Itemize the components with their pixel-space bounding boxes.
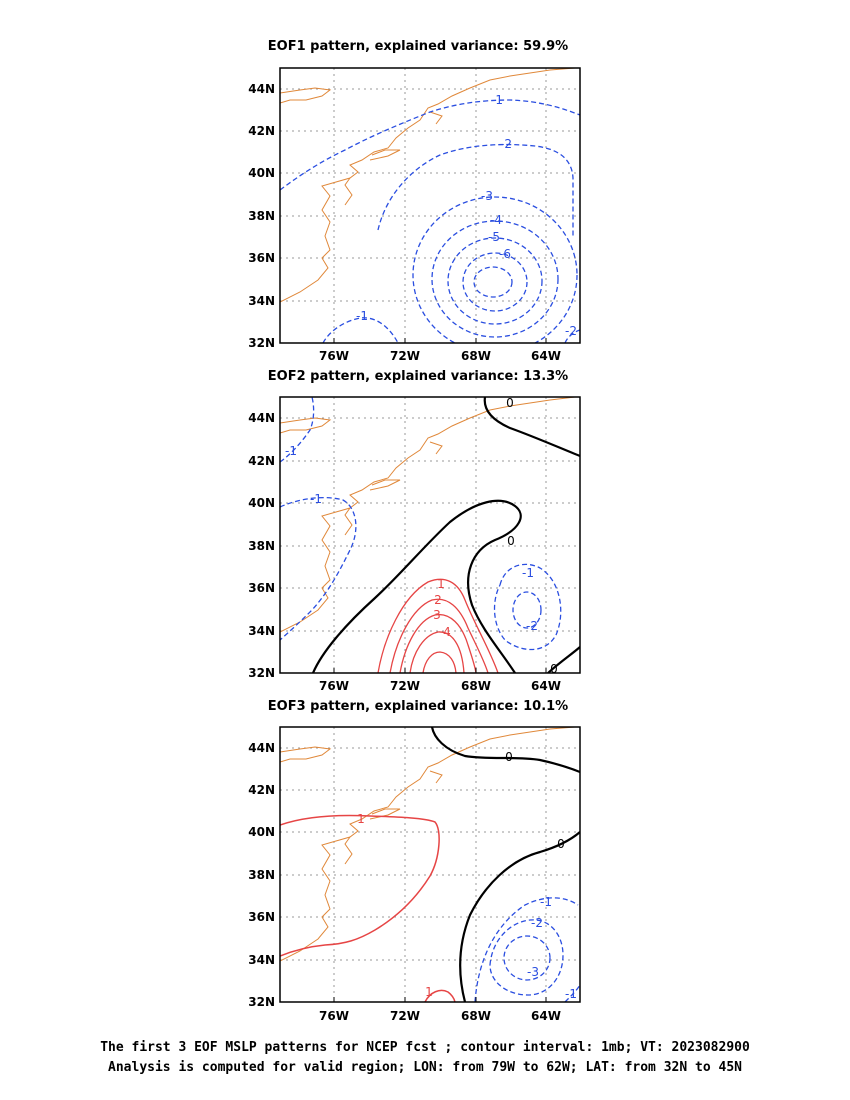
y-tick-label: 42N (248, 454, 275, 468)
contour-label: -3 (527, 965, 539, 979)
contour-label: -3 (481, 189, 493, 203)
y-tick-label: 32N (248, 336, 275, 350)
contour-label: -1 (491, 93, 503, 107)
x-tick-labels: 76W 72W 68W 64W (319, 1009, 561, 1023)
map-frame (279, 396, 581, 674)
x-tick-label: 72W (390, 349, 420, 363)
x-tick-label: 64W (531, 1009, 561, 1023)
coastline (280, 397, 576, 633)
contour-label: 1 (357, 812, 365, 826)
y-tick-labels: 44N 42N 40N 38N 36N 34N 32N (248, 411, 275, 680)
panel-title: EOF3 pattern, explained variance: 10.1% (268, 699, 568, 714)
contours-zero (311, 397, 580, 673)
y-tick-label: 44N (248, 411, 275, 425)
contours-negative (280, 99, 580, 343)
y-tick-label: 38N (248, 868, 275, 882)
y-tick-label: 34N (248, 624, 275, 638)
contour-label: 3 (433, 608, 441, 622)
y-tick-label: 42N (248, 783, 275, 797)
y-tick-label: 40N (248, 496, 275, 510)
grid-lines (280, 727, 580, 1002)
contour-labels: 0 0 1 1 -1 -2 -3 -1 (357, 750, 577, 1001)
x-tick-label: 68W (461, 349, 491, 363)
panel-eof2: EOF2 pattern, explained variance: 13.3% (248, 369, 581, 693)
y-tick-label: 36N (248, 251, 275, 265)
x-tick-label: 72W (390, 1009, 420, 1023)
contour-label: -1 (565, 987, 577, 1001)
x-ticks (333, 338, 547, 343)
contour-label: -4 (490, 213, 502, 227)
contour-label: 2 (434, 593, 442, 607)
eof-figure: EOF1 pattern, explained variance: 59.9% (248, 39, 581, 1023)
x-ticks (333, 668, 547, 673)
x-tick-label: 76W (319, 1009, 349, 1023)
contour-label: -2 (500, 137, 512, 151)
y-tick-label: 34N (248, 953, 275, 967)
x-tick-label: 76W (319, 679, 349, 693)
panel-eof3: EOF3 pattern, explained variance: 10.1% (248, 699, 581, 1023)
contour-label: -1 (310, 492, 322, 506)
y-tick-labels: 44N 42N 40N 38N 36N 34N 32N (248, 741, 275, 1009)
x-tick-labels: 76W 72W 68W 64W (319, 349, 561, 363)
contour-label: -2 (531, 916, 543, 930)
contour-label: -1 (356, 309, 368, 323)
contour-labels: 0 0 0 -1 -1 -1 -2 1 2 3 4 (285, 396, 558, 676)
panel-title: EOF1 pattern, explained variance: 59.9% (268, 39, 568, 54)
contour-label: -2 (526, 619, 538, 633)
contour-label: -6 (499, 247, 511, 261)
contour-label: 0 (557, 837, 565, 851)
contour-label: 0 (550, 662, 558, 676)
x-tick-label: 72W (390, 679, 420, 693)
x-ticks (333, 997, 547, 1002)
contour-label: 4 (443, 625, 451, 639)
contour-label: -5 (488, 230, 500, 244)
y-tick-label: 40N (248, 825, 275, 839)
contours-positive (377, 578, 499, 673)
y-tick-label: 44N (248, 82, 275, 96)
y-tick-labels: 44N 42N 40N 38N 36N 34N 32N (248, 82, 275, 350)
x-tick-labels: 76W 72W 68W 64W (319, 679, 561, 693)
y-tick-label: 32N (248, 666, 275, 680)
contour-label: -2 (565, 324, 577, 338)
map-frame (279, 726, 581, 1003)
y-tick-label: 38N (248, 209, 275, 223)
contour-label: 1 (437, 577, 445, 591)
coastline (280, 68, 576, 303)
y-tick-label: 36N (248, 581, 275, 595)
x-tick-label: 76W (319, 349, 349, 363)
contours-negative (280, 397, 562, 651)
contour-label: 0 (507, 534, 515, 548)
x-tick-label: 64W (531, 349, 561, 363)
caption-line-2: Analysis is computed for valid region; L… (108, 1060, 742, 1075)
x-tick-label: 68W (461, 1009, 491, 1023)
contours-negative (474, 897, 580, 1002)
contour-label: -1 (285, 444, 297, 458)
y-tick-label: 40N (248, 166, 275, 180)
y-tick-label: 32N (248, 995, 275, 1009)
y-tick-label: 42N (248, 124, 275, 138)
contour-label: 1 (425, 985, 433, 999)
contour-label: 0 (506, 396, 514, 410)
y-tick-label: 44N (248, 741, 275, 755)
grid-lines (280, 68, 580, 343)
panel-title: EOF2 pattern, explained variance: 13.3% (268, 369, 568, 384)
contours-positive (280, 814, 456, 1002)
map-frame (279, 67, 581, 344)
contour-labels: -1 -2 -3 -4 -5 -6 -1 -2 (356, 93, 577, 338)
y-tick-label: 34N (248, 294, 275, 308)
panel-eof1: EOF1 pattern, explained variance: 59.9% (248, 39, 581, 363)
x-tick-label: 64W (531, 679, 561, 693)
contour-label: -1 (522, 566, 534, 580)
caption-line-1: The first 3 EOF MSLP patterns for NCEP f… (100, 1040, 750, 1055)
y-tick-label: 38N (248, 539, 275, 553)
contour-label: 0 (505, 750, 513, 764)
x-tick-label: 68W (461, 679, 491, 693)
contour-label: -1 (540, 895, 552, 909)
coastline (280, 727, 576, 962)
grid-lines (280, 397, 580, 673)
contours-zero (430, 727, 580, 1002)
y-tick-label: 36N (248, 910, 275, 924)
